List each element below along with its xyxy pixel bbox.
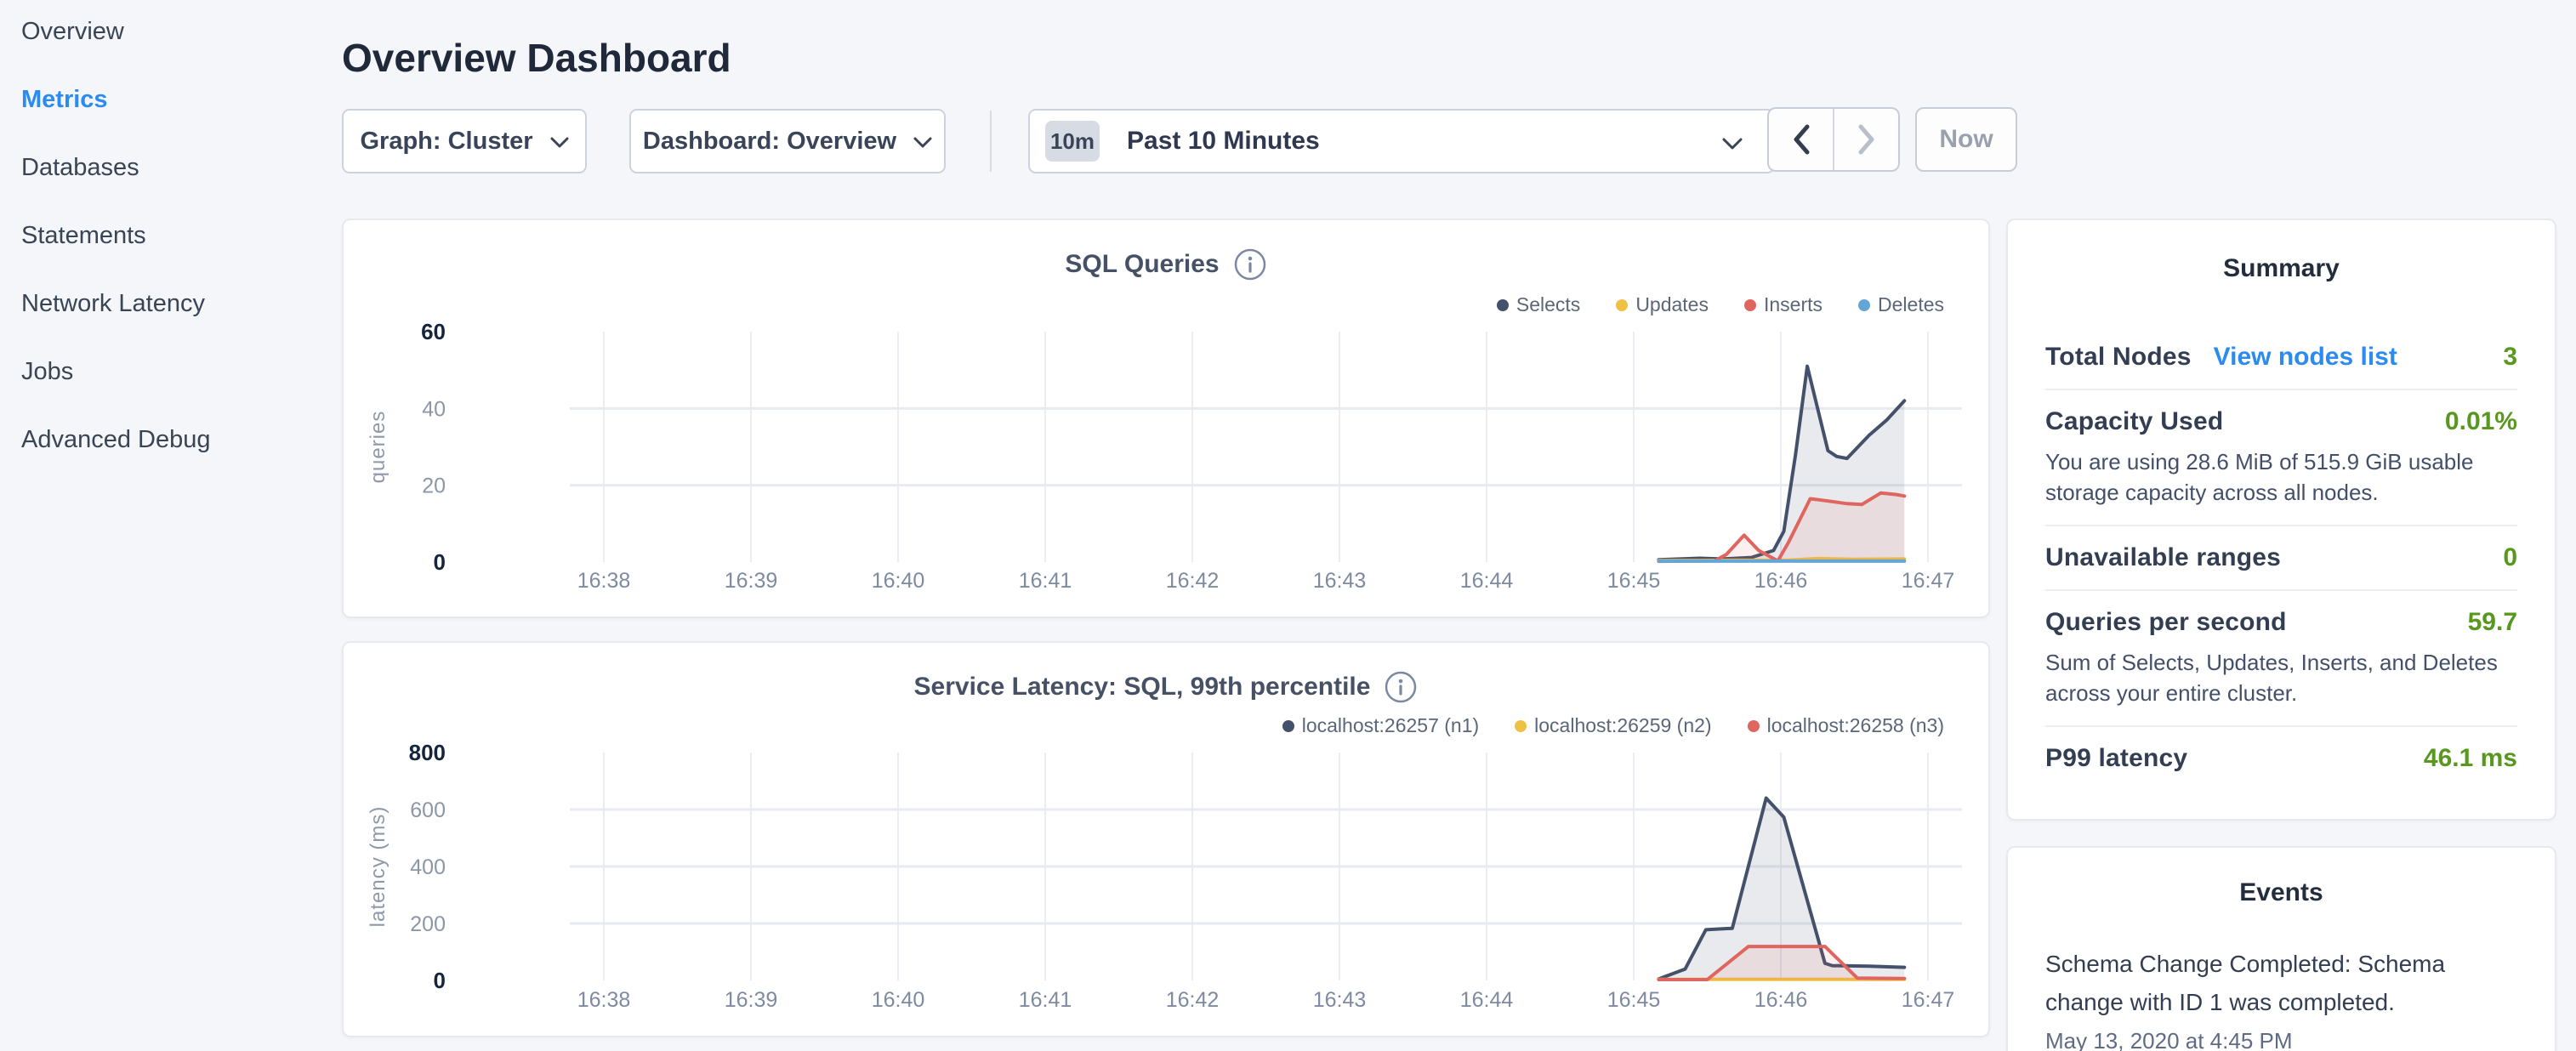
svg-text:16:40: 16:40 <box>872 569 925 593</box>
svg-text:queries: queries <box>367 411 390 484</box>
chevron-down-icon <box>1722 138 1743 151</box>
sidebar-item-metrics[interactable]: Metrics <box>21 85 327 114</box>
previous-time-window-button[interactable] <box>1769 109 1834 170</box>
page-title: Overview Dashboard <box>342 35 731 81</box>
svg-text:16:39: 16:39 <box>725 569 778 593</box>
event-timestamp: May 13, 2020 at 4:45 PM <box>2045 1028 2517 1051</box>
summary-row: Total Nodes View nodes list 3 <box>2045 326 2517 389</box>
dashboard-dropdown-label: Dashboard: Overview <box>643 128 896 156</box>
svg-text:16:39: 16:39 <box>725 988 778 1012</box>
svg-text:16:38: 16:38 <box>577 569 631 593</box>
svg-text:16:47: 16:47 <box>1902 569 1955 593</box>
svg-text:40: 40 <box>422 397 446 421</box>
sidebar-item-overview[interactable]: Overview <box>21 17 327 46</box>
db-console-metrics-page: Overview Metrics Databases Statements Networ… <box>0 0 2576 1051</box>
svg-text:16:41: 16:41 <box>1019 988 1072 1012</box>
summary-row-value: 3 <box>2503 343 2517 372</box>
svg-text:800: 800 <box>409 740 446 765</box>
summary-row-main: Capacity Used 0.01% <box>2045 407 2517 436</box>
summary-row: Unavailable ranges 0 <box>2045 525 2517 589</box>
summary-row-label: Queries per second <box>2045 608 2287 637</box>
svg-text:16:47: 16:47 <box>1902 988 1955 1012</box>
chevron-down-icon <box>913 137 932 149</box>
summary-row-label: Total Nodes <box>2045 343 2192 372</box>
event-message[interactable]: Schema Change Completed: Schema change w… <box>2045 945 2496 1021</box>
summary-row-subtext: You are using 28.6 MiB of 515.9 GiB usab… <box>2045 446 2517 508</box>
view-nodes-list-link[interactable]: View nodes list <box>2214 343 2397 372</box>
svg-text:16:41: 16:41 <box>1019 569 1072 593</box>
svg-text:600: 600 <box>410 798 446 822</box>
svg-text:16:44: 16:44 <box>1460 569 1514 593</box>
sidebar-item-databases[interactable]: Databases <box>21 153 327 182</box>
svg-text:16:43: 16:43 <box>1313 988 1367 1012</box>
svg-text:0: 0 <box>434 549 446 575</box>
summary-row-subtext: Sum of Selects, Updates, Inserts, and De… <box>2045 647 2517 708</box>
summary-row-main: P99 latency 46.1 ms <box>2045 744 2517 773</box>
graph-dropdown-label: Graph: Cluster <box>360 128 532 156</box>
summary-row-label: Capacity Used <box>2045 407 2223 436</box>
chevron-left-icon <box>1792 124 1811 155</box>
svg-text:16:42: 16:42 <box>1166 569 1220 593</box>
summary-row-label: Unavailable ranges <box>2045 543 2281 572</box>
svg-text:60: 60 <box>421 319 446 344</box>
svg-text:latency (ms): latency (ms) <box>367 806 390 928</box>
summary-row-main: Total Nodes View nodes list 3 <box>2045 343 2517 372</box>
chart-plot-area: 0 20 40 60 16:38 16:39 16:40 16:41 16:42 16:43 16:… <box>344 220 1992 620</box>
time-range-badge: 10m <box>1045 121 1100 162</box>
graph-source-dropdown[interactable]: Graph: Cluster <box>342 109 587 173</box>
events-title: Events <box>2045 878 2517 907</box>
svg-text:16:44: 16:44 <box>1460 988 1514 1012</box>
sidebar-item-statements[interactable]: Statements <box>21 221 327 250</box>
summary-row-main: Unavailable ranges 0 <box>2045 543 2517 572</box>
sidebar-item-advanced-debug[interactable]: Advanced Debug <box>21 425 327 454</box>
summary-title: Summary <box>2045 254 2517 283</box>
svg-text:0: 0 <box>434 968 446 993</box>
chevron-down-icon <box>550 137 569 149</box>
sidebar-item-jobs[interactable]: Jobs <box>21 357 327 386</box>
chevron-right-icon <box>1857 124 1876 155</box>
now-button-label: Now <box>1939 125 1993 154</box>
time-range-dropdown[interactable]: 10m Past 10 Minutes <box>1028 109 1775 173</box>
summary-row-main: Queries per second 59.7 <box>2045 608 2517 637</box>
svg-text:200: 200 <box>410 912 446 936</box>
next-time-window-button[interactable] <box>1834 109 1898 170</box>
sql-queries-chart-card: SQL QueriesSelectsUpdatesInsertsDeletes0… <box>342 219 1990 618</box>
now-button[interactable]: Now <box>1915 107 2017 172</box>
summary-row-value: 59.7 <box>2468 608 2517 637</box>
summary-row-value: 0.01% <box>2445 407 2517 436</box>
summary-row: Capacity Used 0.01% You are using 28.6 MiB… <box>2045 389 2517 525</box>
toolbar-divider <box>990 111 992 172</box>
chart-plot-area: 0 200 400 600 800 16:38 16:39 16:40 16:41 16:42 16… <box>344 643 1992 1039</box>
svg-text:16:38: 16:38 <box>577 988 631 1012</box>
svg-text:16:40: 16:40 <box>872 988 925 1012</box>
time-window-pager <box>1767 107 1900 172</box>
service-latency-chart-card: Service Latency: SQL, 99th percentileloc… <box>342 641 1990 1037</box>
summary-row: P99 latency 46.1 ms <box>2045 725 2517 790</box>
summary-row: Queries per second 59.7 Sum of Selects, Up… <box>2045 589 2517 725</box>
sidebar-nav: Overview Metrics Databases Statements Networ… <box>21 17 327 493</box>
summary-rows: Total Nodes View nodes list 3 Capacity Used… <box>2045 326 2517 790</box>
summary-row-value: 0 <box>2503 543 2517 572</box>
dashboard-dropdown[interactable]: Dashboard: Overview <box>629 109 946 173</box>
svg-text:20: 20 <box>422 474 446 498</box>
svg-text:16:42: 16:42 <box>1166 988 1220 1012</box>
svg-text:16:45: 16:45 <box>1607 569 1661 593</box>
events-panel: Events Schema Change Completed: Schema c… <box>2006 846 2556 1051</box>
svg-text:400: 400 <box>410 855 446 879</box>
summary-row-value: 46.1 ms <box>2424 744 2517 773</box>
time-range-label: Past 10 Minutes <box>1127 127 1320 156</box>
event-list: Schema Change Completed: Schema change w… <box>2045 945 2517 1051</box>
svg-text:16:46: 16:46 <box>1754 569 1808 593</box>
svg-text:16:43: 16:43 <box>1313 569 1367 593</box>
summary-row-label: P99 latency <box>2045 744 2187 773</box>
svg-text:16:46: 16:46 <box>1754 988 1808 1012</box>
sidebar-item-network-latency[interactable]: Network Latency <box>21 289 327 318</box>
svg-text:16:45: 16:45 <box>1607 988 1661 1012</box>
summary-panel: Summary Total Nodes View nodes list 3 Capac… <box>2006 219 2556 821</box>
